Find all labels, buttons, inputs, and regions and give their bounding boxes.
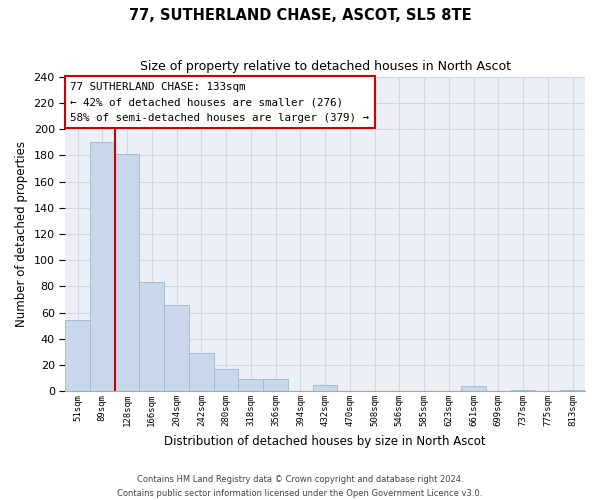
Bar — [115, 154, 139, 391]
X-axis label: Distribution of detached houses by size in North Ascot: Distribution of detached houses by size … — [164, 434, 486, 448]
Bar — [313, 384, 337, 391]
Text: 77 SUTHERLAND CHASE: 133sqm
← 42% of detached houses are smaller (276)
58% of se: 77 SUTHERLAND CHASE: 133sqm ← 42% of det… — [70, 82, 370, 123]
Bar — [238, 380, 263, 391]
Bar — [189, 353, 214, 391]
Y-axis label: Number of detached properties: Number of detached properties — [15, 141, 28, 327]
Title: Size of property relative to detached houses in North Ascot: Size of property relative to detached ho… — [140, 60, 511, 73]
Bar — [214, 369, 238, 391]
Bar — [511, 390, 535, 391]
Bar — [65, 320, 90, 391]
Bar — [139, 282, 164, 391]
Bar — [461, 386, 486, 391]
Text: 77, SUTHERLAND CHASE, ASCOT, SL5 8TE: 77, SUTHERLAND CHASE, ASCOT, SL5 8TE — [128, 8, 472, 22]
Bar — [164, 304, 189, 391]
Bar — [560, 390, 585, 391]
Bar — [90, 142, 115, 391]
Bar — [263, 380, 288, 391]
Text: Contains HM Land Registry data © Crown copyright and database right 2024.
Contai: Contains HM Land Registry data © Crown c… — [118, 476, 482, 498]
